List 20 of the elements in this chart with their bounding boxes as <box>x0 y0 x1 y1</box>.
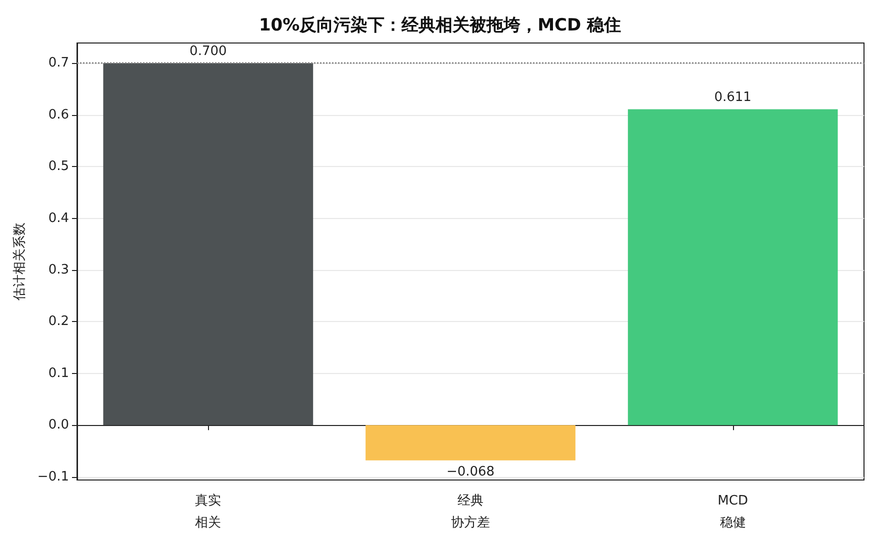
bar <box>103 63 314 426</box>
data-label: 0.611 <box>714 90 752 106</box>
y-tick-label: 0.4 <box>48 210 69 226</box>
data-label: 0.700 <box>190 44 227 60</box>
x-tick-label: 经典协方差 <box>451 494 490 530</box>
y-tick-label: 0.2 <box>48 314 69 330</box>
bar <box>366 425 576 460</box>
y-tick-label: 0.6 <box>48 107 69 122</box>
y-tick-label: 0.3 <box>48 262 69 278</box>
y-tick-label: −0.1 <box>37 469 69 484</box>
y-tick-label: 0.5 <box>48 159 69 174</box>
x-tick-label: 真实相关 <box>195 494 222 530</box>
x-tick-label: MCD 稳健 <box>718 494 748 530</box>
y-axis-title: 估计相关系数 <box>12 222 28 302</box>
bar <box>628 109 838 426</box>
data-label: −0.068 <box>446 464 495 480</box>
y-tick-label: 0.0 <box>48 418 69 433</box>
y-tick-label: 0.7 <box>48 56 69 71</box>
y-tick-label: 0.1 <box>48 366 69 381</box>
chart-title: 10%反向污染下：经典相关被拖垮，MCD 稳住 <box>258 16 622 36</box>
